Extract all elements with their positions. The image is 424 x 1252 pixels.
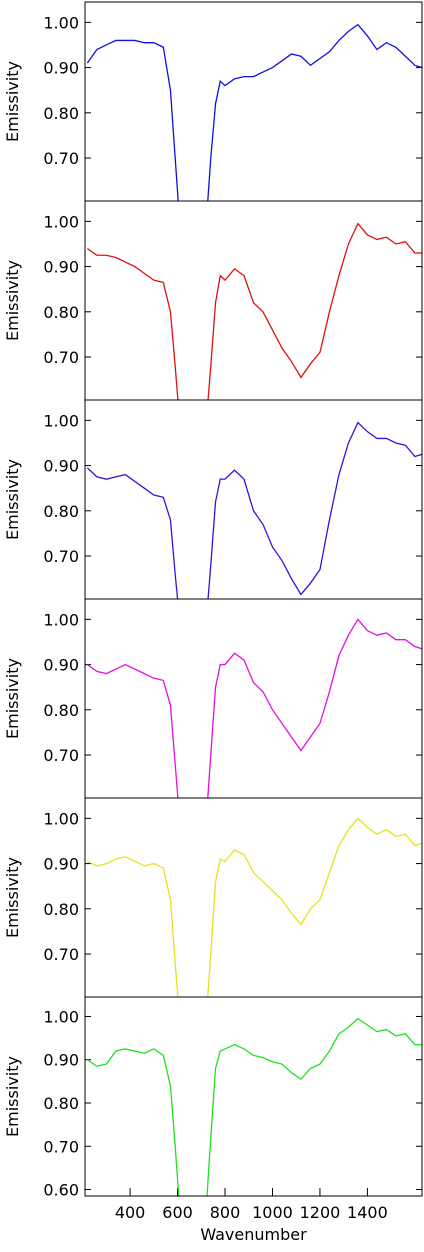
y-axis-label: Emissivity bbox=[3, 1056, 22, 1137]
x-tick-label: 400 bbox=[115, 1203, 146, 1222]
x-tick-label: 1000 bbox=[252, 1203, 293, 1222]
y-tick-label: 0.80 bbox=[43, 1094, 79, 1113]
x-axis-label: Wavenumber bbox=[200, 1225, 307, 1244]
data-line bbox=[87, 1017, 422, 1196]
y-tick-label: 0.90 bbox=[43, 1051, 79, 1070]
plot-frame bbox=[84, 996, 423, 1197]
x-tick-label: 1400 bbox=[347, 1203, 388, 1222]
plot-frame bbox=[84, 598, 423, 799]
data-line bbox=[86, 222, 422, 400]
y-axis-label: Emissivity bbox=[3, 459, 22, 540]
y-tick-label: 0.80 bbox=[43, 502, 79, 521]
y-tick-label: 1.00 bbox=[43, 212, 79, 231]
plot-frame bbox=[84, 399, 423, 600]
x-tick-label: 600 bbox=[162, 1203, 193, 1222]
y-tick-label: 0.90 bbox=[43, 59, 79, 78]
y-tick-label: 0.90 bbox=[43, 656, 79, 675]
y-tick-label: 0.70 bbox=[43, 149, 79, 168]
y-tick-label: 0.80 bbox=[43, 104, 79, 123]
y-axis-label: Emissivity bbox=[3, 658, 22, 739]
y-axis-label: Emissivity bbox=[3, 61, 22, 142]
y-tick-label: 1.00 bbox=[43, 809, 79, 828]
y-tick-label: 0.90 bbox=[43, 258, 79, 277]
plot-frame bbox=[84, 200, 423, 401]
y-tick-label: 0.80 bbox=[43, 303, 79, 322]
y-tick-label: 1.00 bbox=[43, 13, 79, 32]
y-tick-label: 1.00 bbox=[43, 411, 79, 430]
x-tick-label: 800 bbox=[210, 1203, 241, 1222]
x-tick-label: 1200 bbox=[300, 1203, 341, 1222]
data-line bbox=[87, 817, 422, 997]
y-tick-label: 0.70 bbox=[43, 1137, 79, 1156]
y-tick-label: 0.80 bbox=[43, 701, 79, 720]
y-tick-label: 0.90 bbox=[43, 457, 79, 476]
y-tick-label: 0.60 bbox=[43, 1181, 79, 1200]
data-line bbox=[86, 23, 422, 201]
y-tick-label: 0.70 bbox=[43, 746, 79, 765]
y-tick-label: 0.90 bbox=[43, 855, 79, 874]
y-tick-label: 1.00 bbox=[43, 610, 79, 629]
y-tick-label: 0.70 bbox=[43, 945, 79, 964]
y-axis-label: Emissivity bbox=[3, 857, 22, 938]
plot-frame bbox=[84, 797, 423, 998]
y-axis-label: Emissivity bbox=[3, 260, 22, 341]
data-line bbox=[86, 618, 422, 798]
y-tick-label: 0.80 bbox=[43, 900, 79, 919]
y-tick-label: 0.70 bbox=[43, 348, 79, 367]
y-tick-label: 0.70 bbox=[43, 547, 79, 566]
y-tick-label: 1.00 bbox=[43, 1007, 79, 1026]
plot-frame bbox=[84, 1, 423, 202]
data-line bbox=[86, 421, 422, 599]
